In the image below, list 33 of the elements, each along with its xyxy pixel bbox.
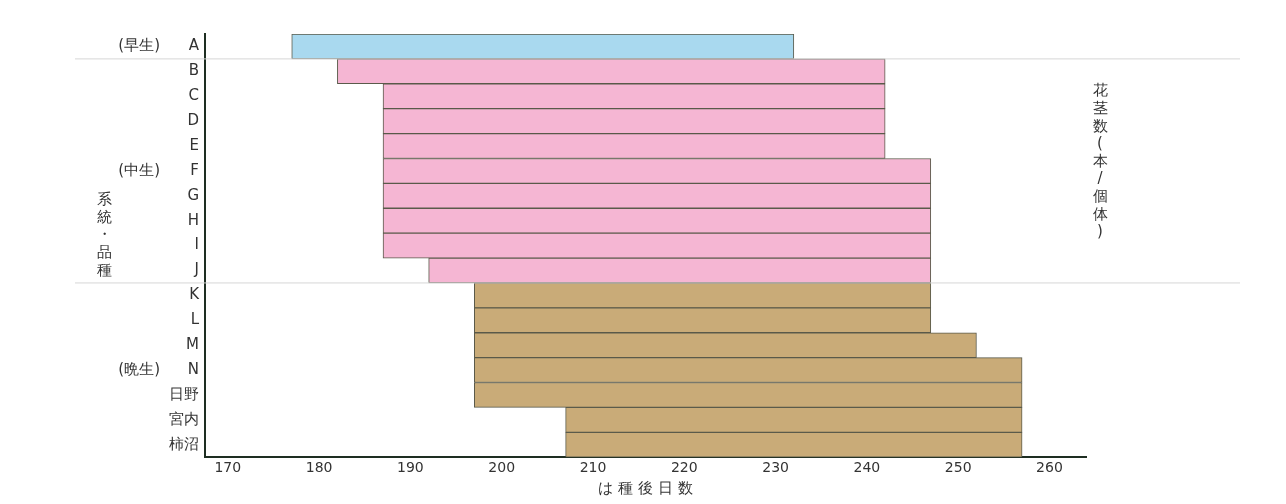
x-tick-label: 250 [944,459,972,476]
x-tick-label: 220 [670,459,698,476]
y-tick-label: F [190,160,199,179]
text: 花茎数(本/個体) [1092,81,1108,241]
x-tick-label: 200 [488,459,516,476]
y-tick-label: 柿沼 [169,434,199,453]
y-tick-label: D [187,111,199,130]
x-tick-label: 260 [1036,459,1063,476]
y-tick-label: N [187,359,199,378]
x-tick-label: 210 [579,459,607,476]
x-tick-label: 170 [214,459,242,476]
x-tick-label: 230 [762,459,789,476]
x-axis-title: は 種 後 日 数 [598,478,693,497]
x-tick-label: 240 [853,459,881,476]
y-tick-label: 日野 [169,384,199,403]
y-tick-label: M [186,335,199,354]
y-tick-label: B [188,61,199,80]
y-tick-label: J [193,260,199,279]
x-tick-label: 180 [305,459,333,476]
y-tick-label: L [190,310,200,329]
y-tick-label: I [194,235,199,254]
y-tick-label: H [187,210,199,229]
y-tick-label: E [189,135,199,154]
text: (早生) [118,36,160,55]
y-axis-title: 系統・品種 [96,190,112,279]
y-tick-label: A [188,36,200,55]
y-tick-label: K [189,285,201,304]
text: (晩生) [118,359,160,378]
x-tick-label: 190 [397,459,424,476]
text: (中生) [118,160,160,179]
y-tick-label: C [188,86,199,105]
y-tick-label: 宮内 [169,409,199,428]
y-tick-label: G [187,185,199,204]
